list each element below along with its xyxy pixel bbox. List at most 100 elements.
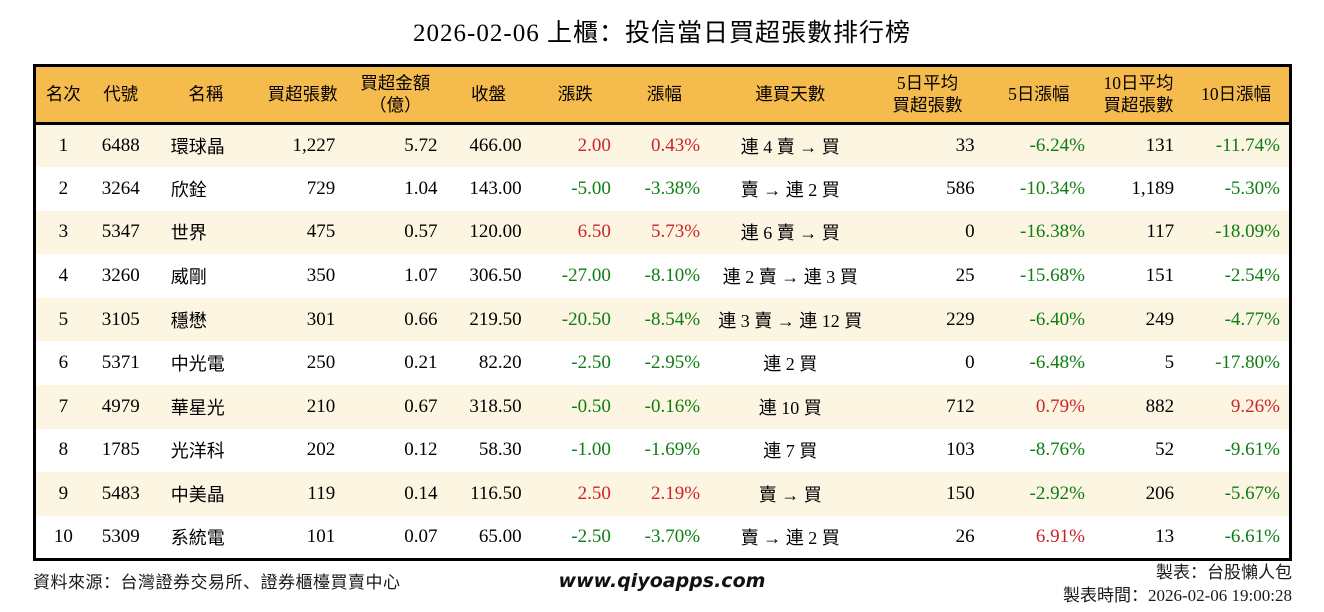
cell-net-buy: 729 <box>306 177 336 199</box>
cell-net-buy: 101 <box>306 525 336 547</box>
cell-pct10: 9.26% <box>1230 395 1280 417</box>
cell-pct5: 0.79% <box>1035 395 1085 417</box>
table-row: 8 1785 光洋科 202 0.12 58.30 -1.00 -1.69% 連 7 買 103 -… <box>34 428 1291 473</box>
cell-name: 穩懋 <box>170 310 207 331</box>
cell-code: 3264 <box>101 177 140 199</box>
data-source-note: 資料來源：台灣證券交易所、證券櫃檯買賣中心 <box>33 573 401 592</box>
table-row: 2 3264 欣銓 729 1.04 143.00 -5.00 -3.38% 賣 → 連 2 買… <box>34 167 1291 211</box>
cell-pct10: -18.09% <box>1215 221 1280 243</box>
column-header: 代號 <box>90 65 151 125</box>
cell-pct10: -5.30% <box>1224 177 1280 199</box>
cell-code: 3260 <box>101 265 140 287</box>
cell-amount: 0.12 <box>404 439 438 461</box>
cell-net-buy: 350 <box>306 265 336 287</box>
cell-change-pct: -8.54% <box>644 308 701 330</box>
cell-pct5: 6.91% <box>1035 525 1085 547</box>
cell-streak: 連 6 賣 → 買 <box>740 223 840 244</box>
cell-net-buy: 250 <box>306 352 336 374</box>
table-body: 1 6488 環球晶 1,227 5.72 466.00 2.00 0.43% 連 4 賣 → … <box>34 123 1291 560</box>
table-row: 1 6488 環球晶 1,227 5.72 466.00 2.00 0.43% 連 4 賣 → … <box>34 123 1291 168</box>
cell-streak: 連 2 買 <box>763 354 818 375</box>
cell-name: 威剛 <box>170 267 207 288</box>
cell-avg10: 5 <box>1164 352 1175 374</box>
column-header: 名稱 <box>150 65 262 125</box>
cell-rank: 1 <box>58 135 69 157</box>
cell-pct10: -11.74% <box>1215 135 1280 157</box>
cell-pct5: -2.92% <box>1029 483 1085 505</box>
table-row: 9 5483 中美晶 119 0.14 116.50 2.50 2.19% 賣 → 買 150 -2… <box>34 472 1291 516</box>
cell-net-buy: 210 <box>306 395 336 417</box>
cell-pct10: -17.80% <box>1215 352 1280 374</box>
generated-time: 製表時間：2026-02-06 19:00:28 <box>1062 586 1292 605</box>
cell-avg5: 0 <box>965 221 975 243</box>
cell-change: -0.50 <box>571 395 611 417</box>
cell-amount: 1.04 <box>404 177 438 199</box>
cell-avg10: 52 <box>1155 439 1175 461</box>
page-title: 2026-02-06 上櫃：投信當日買超張數排行榜 <box>413 20 911 47</box>
cell-avg10: 249 <box>1145 308 1175 330</box>
cell-avg10: 13 <box>1155 525 1175 547</box>
column-header: 10日平均 買超張數 <box>1093 65 1184 125</box>
cell-amount: 0.07 <box>404 525 438 547</box>
cell-change-pct: -3.38% <box>644 177 701 199</box>
table-row: 5 3105 穩懋 301 0.66 219.50 -20.50 -8.54% 連 3 賣 → … <box>34 297 1291 342</box>
cell-change: -20.50 <box>561 308 611 330</box>
cell-net-buy: 1,227 <box>292 135 336 157</box>
column-header: 連買天數 <box>709 65 872 125</box>
cell-avg5: 0 <box>965 352 975 374</box>
cell-net-buy: 119 <box>307 483 336 505</box>
cell-name: 欣銓 <box>170 179 207 200</box>
website-url: www.qiyoapps.com <box>558 570 766 592</box>
table-header: 名次 代號 名稱 買超張數 買超金額 （億） 收盤 漲跌 漲幅 連買天數 5日平均 買超張數 5日漲… <box>34 65 1291 125</box>
cell-rank: 8 <box>58 439 69 461</box>
cell-code: 4979 <box>101 395 140 417</box>
cell-avg10: 1,189 <box>1131 177 1175 199</box>
table-row: 6 5371 中光電 250 0.21 82.20 -2.50 -2.95% 連 2 買 0 -6.… <box>34 341 1291 386</box>
cell-close: 306.50 <box>469 265 522 287</box>
column-header: 收盤 <box>446 65 531 125</box>
cell-net-buy: 475 <box>306 221 336 243</box>
cell-rank: 7 <box>58 395 69 417</box>
cell-rank: 4 <box>58 265 69 287</box>
table-row: 7 4979 華星光 210 0.67 318.50 -0.50 -0.16% 連 10 買 71… <box>34 385 1291 429</box>
cell-rank: 10 <box>53 525 73 547</box>
cell-pct10: -5.67% <box>1224 483 1280 505</box>
cell-avg5: 150 <box>946 483 975 505</box>
cell-change-pct: -8.10% <box>644 265 701 287</box>
cell-pct5: -6.24% <box>1029 135 1085 157</box>
cell-close: 82.20 <box>478 352 522 374</box>
cell-pct10: -9.61% <box>1224 439 1280 461</box>
cell-pct5: -15.68% <box>1020 265 1085 287</box>
cell-streak: 賣 → 買 <box>758 485 822 506</box>
maker-label: 製表：台股懶人包 <box>1156 563 1292 582</box>
cell-close: 58.30 <box>478 439 522 461</box>
cell-streak: 賣 → 連 2 買 <box>740 527 840 548</box>
cell-avg5: 103 <box>946 439 975 461</box>
cell-change-pct: 5.73% <box>650 221 701 243</box>
cell-code: 5483 <box>101 483 140 505</box>
cell-close: 143.00 <box>469 177 522 199</box>
cell-code: 1785 <box>101 439 140 461</box>
cell-rank: 5 <box>58 308 69 330</box>
column-header: 5日漲幅 <box>983 65 1094 125</box>
cell-avg10: 131 <box>1145 135 1175 157</box>
cell-change: -2.50 <box>571 352 611 374</box>
cell-avg10: 882 <box>1145 395 1175 417</box>
cell-streak: 連 7 買 <box>763 441 818 462</box>
cell-change-pct: 0.43% <box>650 135 701 157</box>
cell-code: 5347 <box>101 221 140 243</box>
cell-net-buy: 301 <box>306 308 336 330</box>
table-row: 10 5309 系統電 101 0.07 65.00 -2.50 -3.70% 賣 → 連 2 … <box>34 515 1291 560</box>
cell-avg5: 586 <box>946 177 975 199</box>
cell-avg5: 26 <box>955 525 975 547</box>
column-header: 買超金額 （億） <box>344 65 447 125</box>
cell-streak: 連 2 賣 → 連 3 買 <box>722 267 858 288</box>
cell-amount: 0.14 <box>404 483 438 505</box>
cell-streak: 連 3 賣 → 連 12 買 <box>718 310 863 331</box>
cell-pct5: -8.76% <box>1029 439 1085 461</box>
cell-code: 5309 <box>101 525 140 547</box>
cell-streak: 連 10 買 <box>758 397 822 418</box>
column-header: 漲跌 <box>530 65 620 125</box>
cell-pct10: -2.54% <box>1224 265 1280 287</box>
cell-code: 6488 <box>101 135 140 157</box>
